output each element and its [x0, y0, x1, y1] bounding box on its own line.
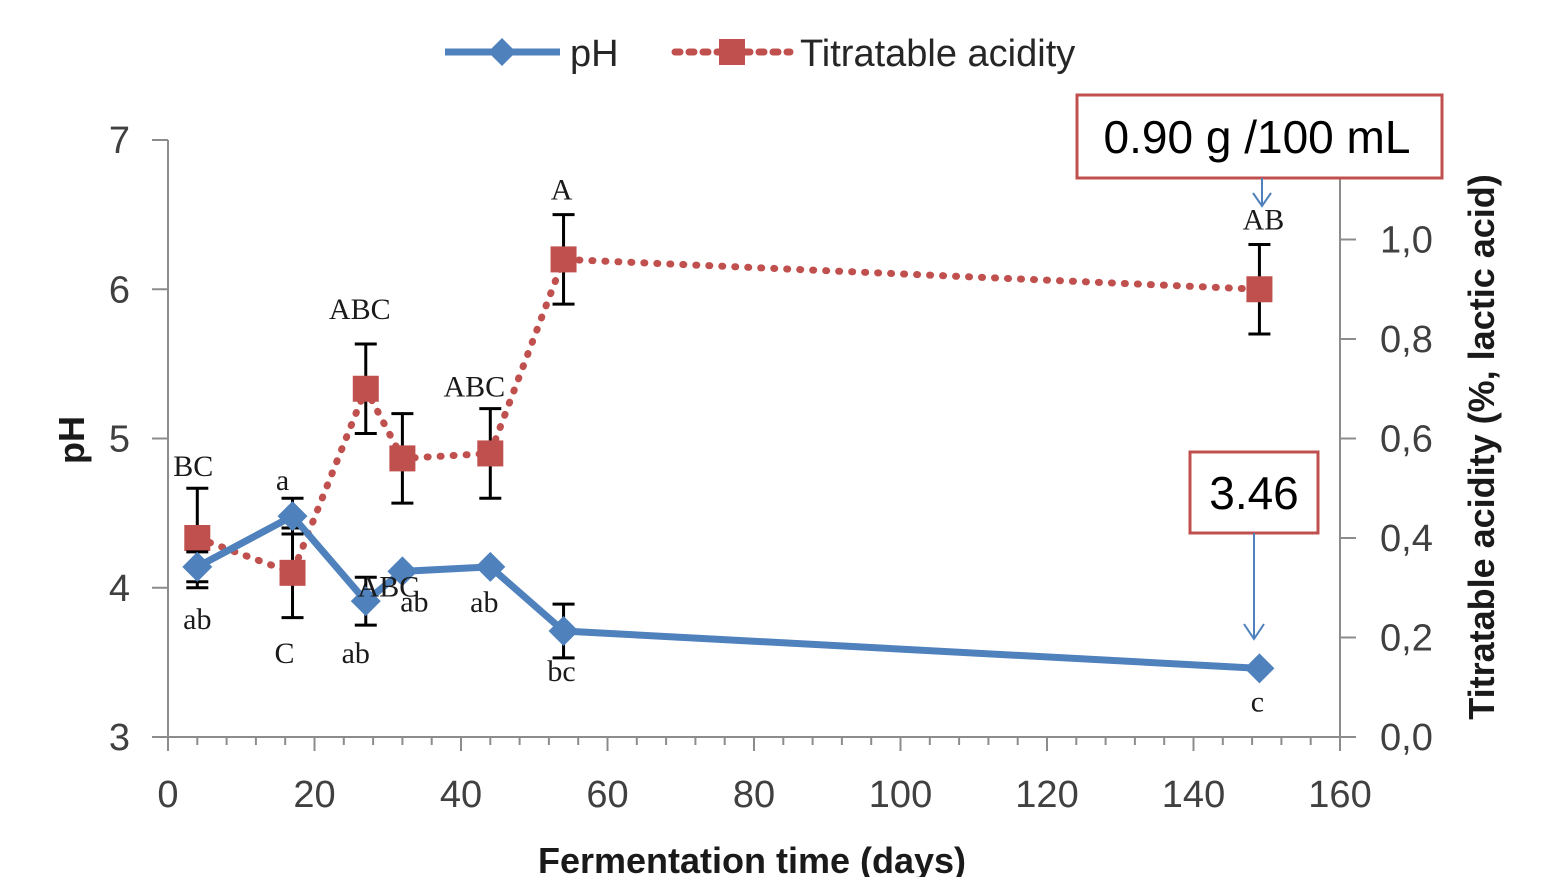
- y-tick-label: 4: [109, 568, 130, 610]
- callout-ta-box: [1075, 93, 1444, 180]
- y2-tick-label: 1,0: [1380, 220, 1433, 262]
- ph-point: [182, 551, 213, 582]
- legend-ph-label: pH: [570, 33, 619, 75]
- ta-significance-label: ABC: [443, 370, 505, 403]
- y-tick-label: 3: [109, 717, 130, 759]
- x-tick-label: 0: [157, 774, 178, 816]
- ta-point: [389, 445, 416, 472]
- y2-tick-label: 0,6: [1380, 419, 1433, 461]
- series-ph: [182, 496, 1275, 684]
- x-tick-label: 60: [586, 774, 628, 816]
- ph-point: [475, 551, 506, 582]
- ta-significance-label: ABC: [329, 293, 391, 326]
- ph-point: [350, 586, 381, 617]
- callout-ph-arrowhead: [1243, 623, 1265, 641]
- legend: pH Titratable acidity: [445, 33, 1075, 75]
- ta-significance-label: ABC: [358, 570, 420, 603]
- callout-ph: 3.46: [1188, 450, 1320, 641]
- legend-ta-marker: [719, 39, 745, 65]
- y2-axis-title: Titratable acidity (%, lactic acid): [1461, 174, 1502, 720]
- series-titratable-acidity: [184, 213, 1273, 620]
- ph-point: [1244, 653, 1275, 684]
- y2-tick-label: 0,0: [1380, 717, 1433, 759]
- ta-significance-label: C: [275, 637, 295, 670]
- y2-tick-label: 0,8: [1380, 319, 1433, 361]
- ta-point: [184, 525, 211, 551]
- ta-point: [279, 559, 306, 586]
- callout-ta-arrowhead: [1252, 192, 1272, 208]
- callout-ta: 0.90 g /100 mL: [1075, 93, 1444, 208]
- ta-significance-label: BC: [173, 450, 213, 483]
- ph-significance-label: ab: [400, 585, 428, 618]
- legend-ph-marker: [488, 38, 516, 66]
- y2-tick-label: 0,2: [1380, 618, 1433, 660]
- y2-tick-label: 0,4: [1380, 518, 1433, 560]
- legend-ta-label: Titratable acidity: [800, 33, 1075, 75]
- ph-significance-label: ab: [183, 603, 211, 636]
- ph-point: [548, 616, 579, 647]
- axes: 0 20 40 60 80 100 120 140 160 3 4 5 6 7 0,0 0,2 0,4 0,6 0,…: [109, 120, 1433, 816]
- ta-point: [1246, 276, 1273, 303]
- ta-point: [477, 440, 504, 467]
- ph-significance-label: ab: [470, 586, 498, 619]
- y-tick-label: 6: [109, 269, 130, 311]
- x-tick-label: 120: [1015, 774, 1078, 816]
- ph-significance-label: ab: [342, 637, 370, 670]
- x-tick-label: 40: [440, 774, 482, 816]
- ph-point: [277, 501, 308, 532]
- x-tick-label: 80: [733, 774, 775, 816]
- x-tick-label: 160: [1308, 774, 1371, 816]
- y-axis-title: pH: [51, 416, 92, 464]
- x-tick-label: 100: [869, 774, 932, 816]
- x-tick-label: 140: [1162, 774, 1225, 816]
- y-tick-label: 5: [109, 419, 130, 461]
- x-axis-title: Fermentation time (days): [538, 840, 966, 877]
- ph-significance-label: c: [1251, 685, 1264, 718]
- ph-significance-label: a: [276, 464, 289, 497]
- callout-ph-text: 3.46: [1209, 467, 1299, 519]
- ta-significance-label: AB: [1243, 203, 1285, 236]
- ta-point: [550, 246, 577, 273]
- callout-ta-text: 0.90 g /100 mL: [1104, 111, 1411, 163]
- y-tick-label: 7: [109, 120, 130, 162]
- x-tick-label: 20: [293, 774, 335, 816]
- ta-significance-label: A: [551, 173, 573, 206]
- ph-significance-label: bc: [547, 655, 575, 688]
- ph-point: [387, 556, 418, 587]
- callout-ph-box: [1188, 450, 1320, 535]
- ta-point: [352, 375, 379, 402]
